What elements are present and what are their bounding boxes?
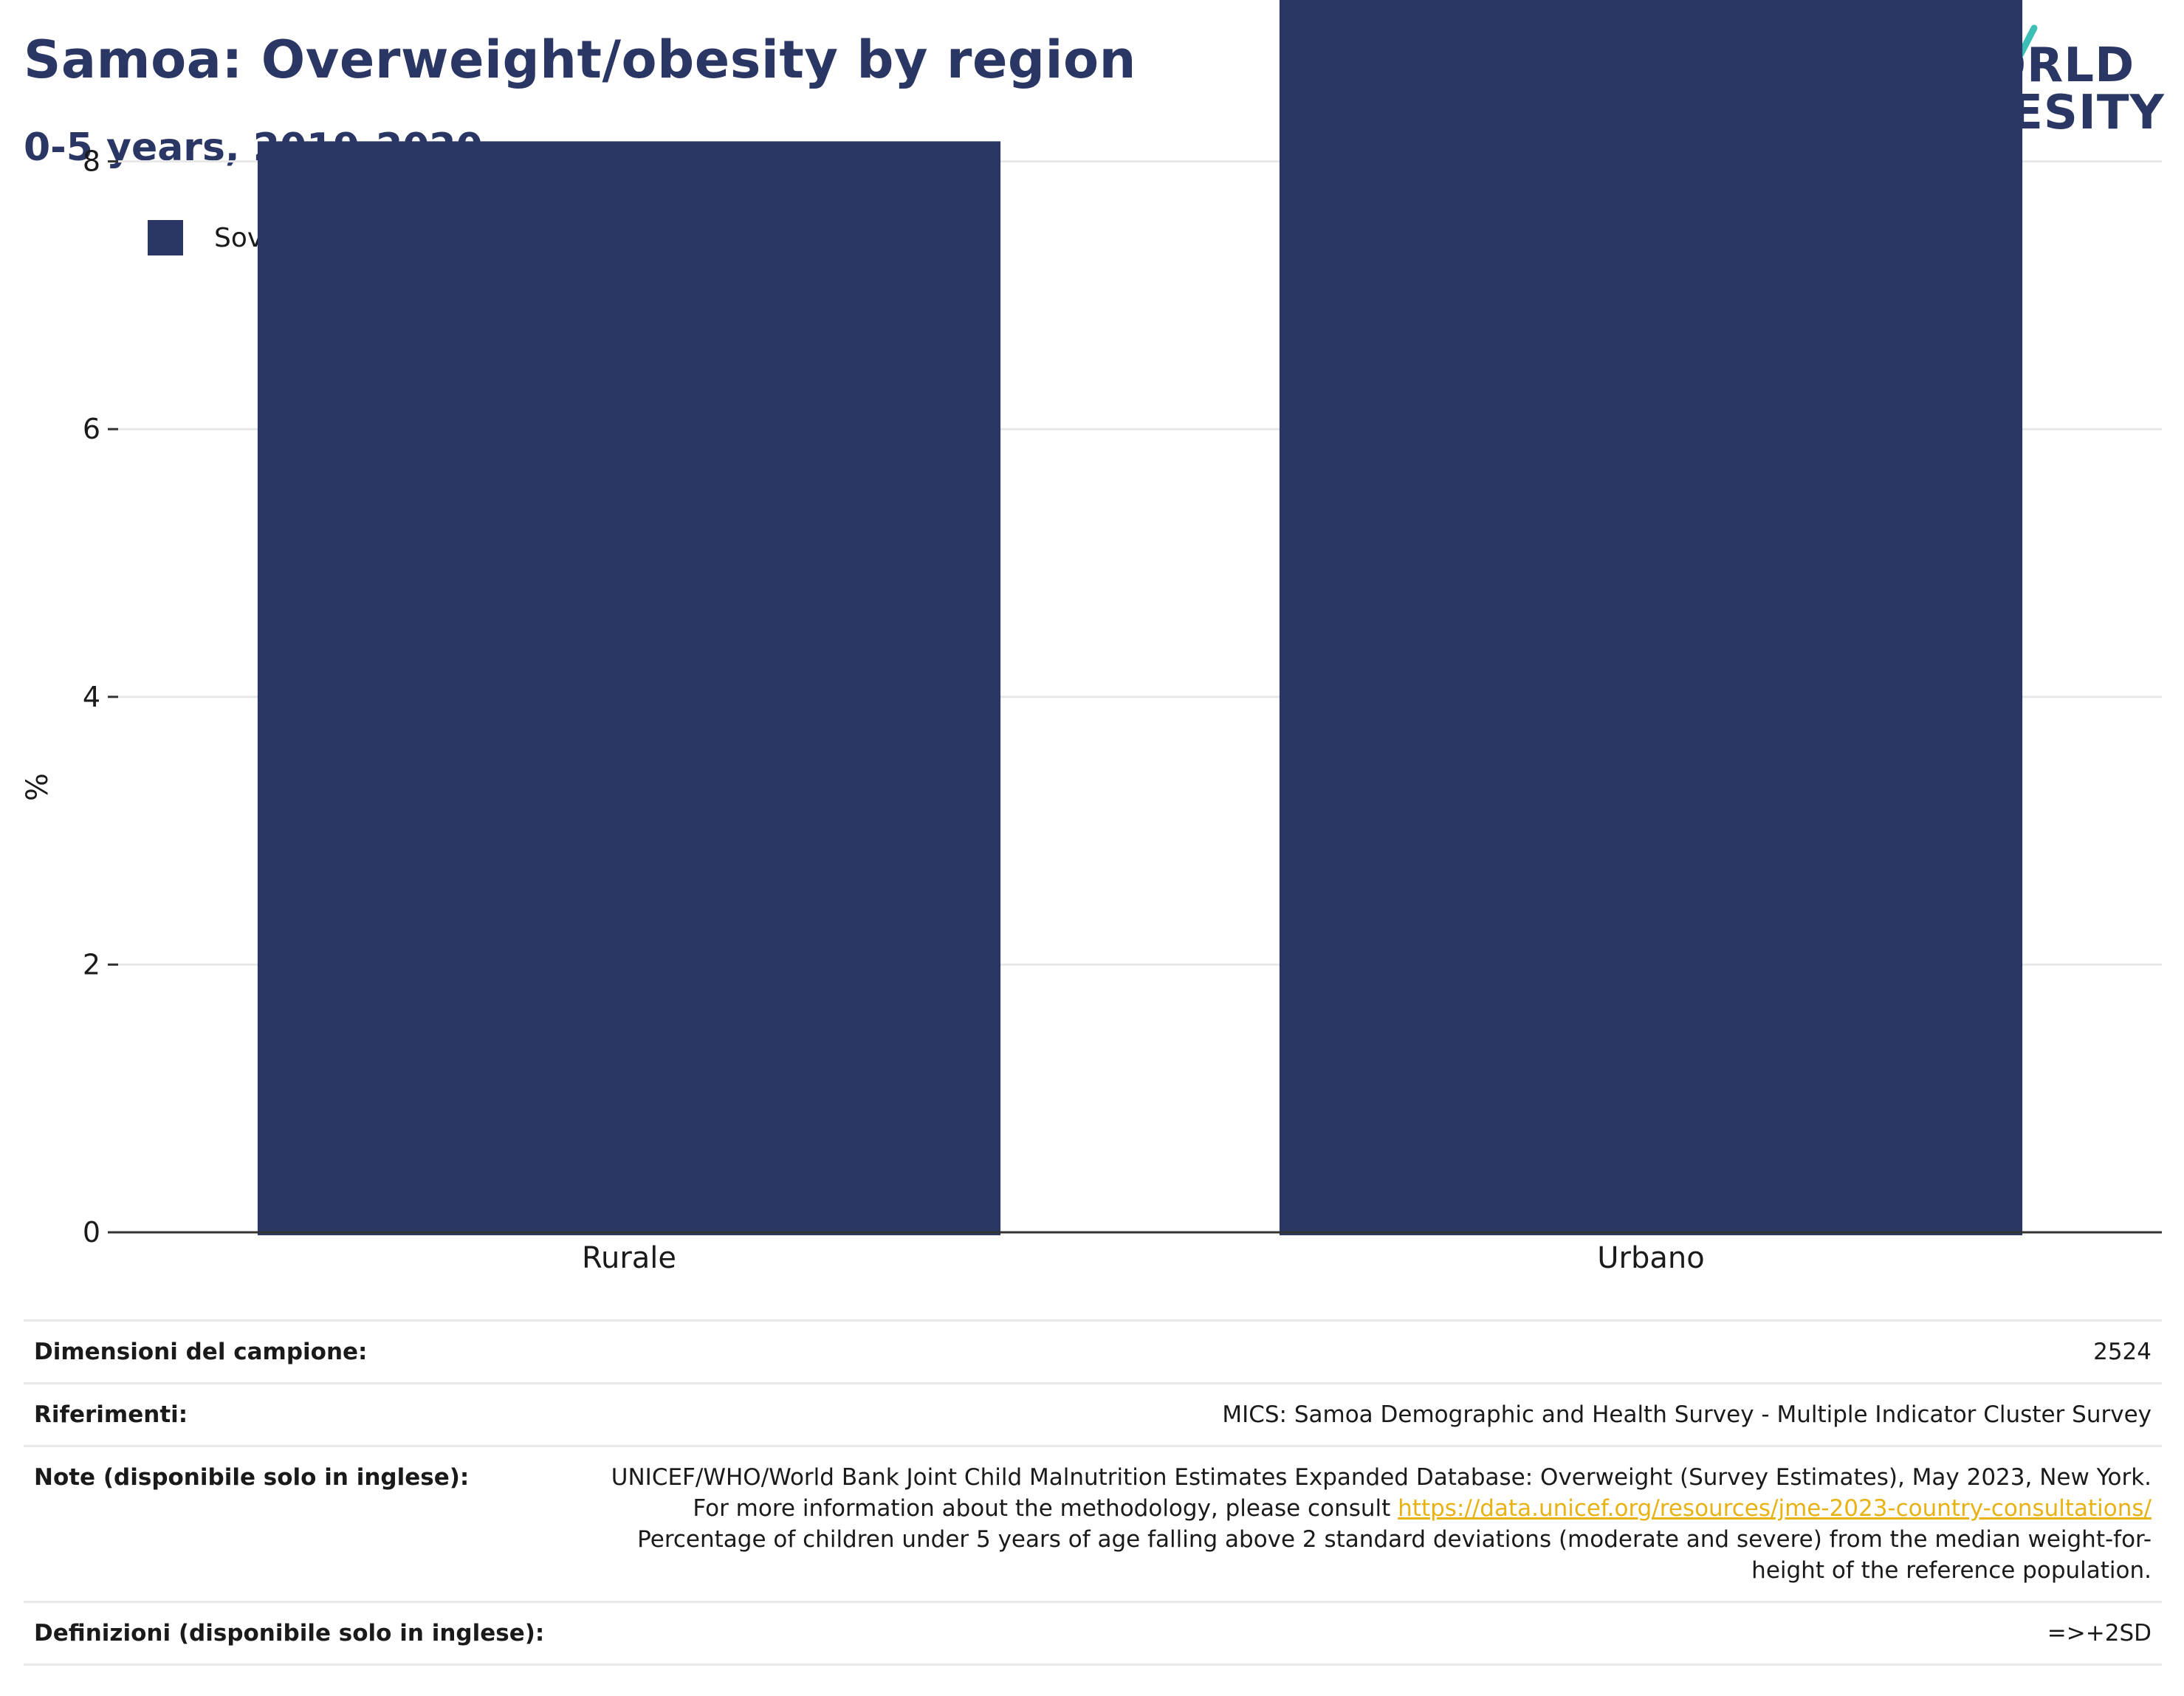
y-tick-label: 0 — [83, 1216, 100, 1249]
info-row-notes: Note (disponibile solo in inglese): UNIC… — [24, 1445, 2162, 1601]
notes-definition-text: Percentage of children under 5 years of … — [637, 1526, 2152, 1584]
info-key: Definizioni (disponibile solo in inglese… — [34, 1620, 545, 1647]
notes-text: UNICEF/WHO/World Bank Joint Child Malnut… — [611, 1464, 2152, 1522]
bars — [257, 0, 2023, 1236]
info-row-definitions: Definizioni (disponibile solo in inglese… — [24, 1601, 2162, 1666]
info-value: UNICEF/WHO/World Bank Joint Child Malnut… — [600, 1447, 2162, 1601]
info-row-references: Riferimenti: MICS: Samoa Demographic and… — [24, 1382, 2162, 1445]
info-table: Dimensioni del campione: 2524 Riferiment… — [24, 1319, 2162, 1666]
info-key: Dimensioni del campione: — [34, 1339, 368, 1365]
info-key: Note (disponibile solo in inglese): — [34, 1464, 470, 1491]
y-ticks: 024681012 — [83, 145, 118, 1249]
chart-title: Samoa: Overweight/obesity by region — [24, 30, 1136, 90]
bar-rurale[interactable] — [257, 141, 1001, 1235]
y-tick-label: 8 — [83, 145, 100, 178]
y-tick-label: 4 — [83, 681, 100, 713]
x-tick-labels: Rurale Urbano — [582, 1241, 1705, 1275]
legend-swatch — [148, 220, 183, 255]
info-row-sample-size: Dimensioni del campione: 2524 — [24, 1319, 2162, 1382]
methodology-link[interactable]: https://data.unicef.org/resources/jme-20… — [1398, 1495, 2152, 1522]
x-tick-label: Rurale — [582, 1241, 676, 1275]
info-key: Riferimenti: — [34, 1401, 188, 1428]
y-tick-label: 6 — [83, 413, 100, 445]
y-tick-label: 2 — [83, 948, 100, 981]
info-value: =>+2SD — [2047, 1620, 2152, 1647]
x-tick-label: Urbano — [1597, 1241, 1704, 1275]
bar-urbano[interactable] — [1279, 0, 2023, 1236]
info-value: MICS: Samoa Demographic and Health Surve… — [1222, 1401, 2152, 1428]
info-value: 2524 — [2093, 1339, 2152, 1365]
